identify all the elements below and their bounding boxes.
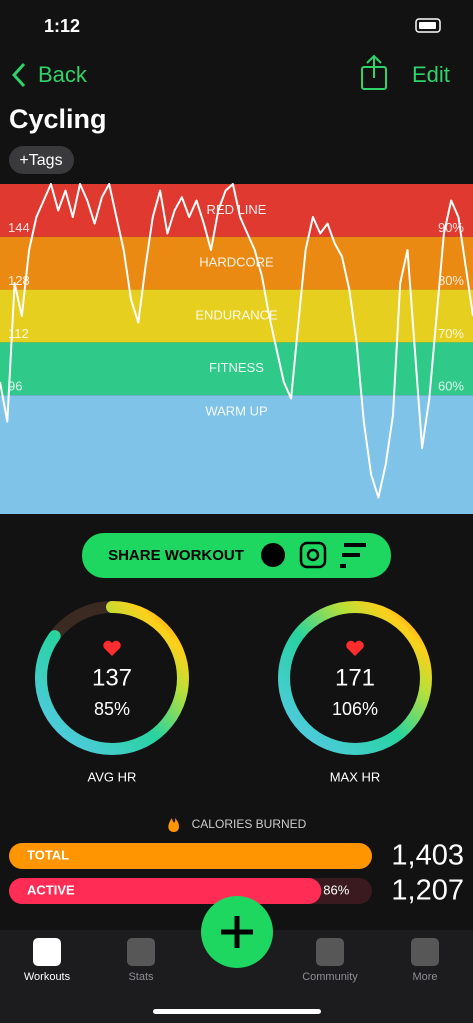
flame-icon [168, 818, 180, 832]
zone-band [0, 289, 473, 343]
instagram-lens [306, 548, 320, 562]
edit-button[interactable]: Edit [412, 62, 450, 87]
back-button[interactable]: Back [38, 62, 88, 87]
tags-button[interactable]: +Tags [19, 152, 62, 169]
ring-label: AVG HR [88, 769, 137, 784]
workout-title: Cycling [9, 104, 107, 134]
y-tick-label: 96 [8, 379, 22, 394]
zone-label: RED LINE [207, 202, 267, 217]
strava-icon[interactable] [340, 543, 366, 568]
add-icon [221, 916, 253, 948]
tab-label[interactable]: Workouts [24, 971, 71, 983]
facebook-icon[interactable] [261, 543, 285, 567]
y2-tick-label: 60% [438, 379, 464, 394]
ring-label: MAX HR [330, 769, 381, 784]
instagram-icon[interactable] [299, 541, 327, 569]
bar-value: 1,403 [391, 840, 464, 872]
tab-icon[interactable] [127, 938, 155, 966]
tab-label[interactable]: Stats [128, 971, 154, 983]
ring-progress [35, 601, 189, 755]
rings: 137 85% AVG HR 171 106% MAX HR [35, 601, 432, 784]
hr-chart: RED LINE HARDCORE ENDURANCE FITNESS WARM UP 9… [0, 183, 473, 514]
tab-label[interactable]: More [412, 971, 437, 983]
ring-value: 171 [335, 664, 375, 691]
y2-tick-label: 80% [438, 273, 464, 288]
ring-percent: 85% [94, 699, 130, 719]
tabs: Workouts Stats Community More [24, 938, 439, 983]
share-arrow [366, 54, 382, 78]
y-tick-label: 144 [8, 220, 30, 235]
zone-label: ENDURANCE [195, 307, 278, 322]
hr-line [0, 183, 473, 499]
ring-value: 137 [92, 664, 132, 691]
bar-name: TOTAL [27, 847, 69, 862]
calorie-bar [9, 843, 372, 869]
zone-label: WARM UP [205, 404, 267, 419]
status-time: 1:12 [44, 16, 80, 36]
back-icon[interactable] [11, 62, 26, 88]
y-tick-label: 128 [8, 273, 30, 288]
tab-icon[interactable] [33, 938, 61, 966]
tab-icon[interactable] [316, 938, 344, 966]
zone-label: HARDCORE [199, 255, 274, 270]
zone-label: FITNESS [209, 360, 264, 375]
battery [415, 18, 441, 33]
tags-pill[interactable] [9, 146, 74, 174]
zone-band [0, 236, 473, 290]
calorie-bars: TOTAL 1,403 ACTIVE 86% 1,207 [9, 840, 464, 907]
y2-tick-label: 70% [438, 326, 464, 341]
heart-icon [103, 640, 121, 656]
bar-name: ACTIVE [27, 882, 75, 897]
tab-icon[interactable] [411, 938, 439, 966]
share-workout-label[interactable]: SHARE WORKOUT [108, 547, 244, 564]
ring-progress [278, 601, 432, 755]
home-indicator [153, 1009, 321, 1014]
ring-percent: 106% [332, 699, 378, 719]
calories-title: CALORIES BURNED [192, 817, 307, 831]
bar-value: 1,207 [391, 875, 464, 907]
bar-percent: 86% [323, 882, 349, 897]
heart-icon [346, 640, 364, 656]
tab-label[interactable]: Community [302, 971, 358, 983]
y-tick-label: 112 [8, 326, 29, 341]
zone-band [0, 395, 473, 514]
battery-level [419, 22, 436, 29]
